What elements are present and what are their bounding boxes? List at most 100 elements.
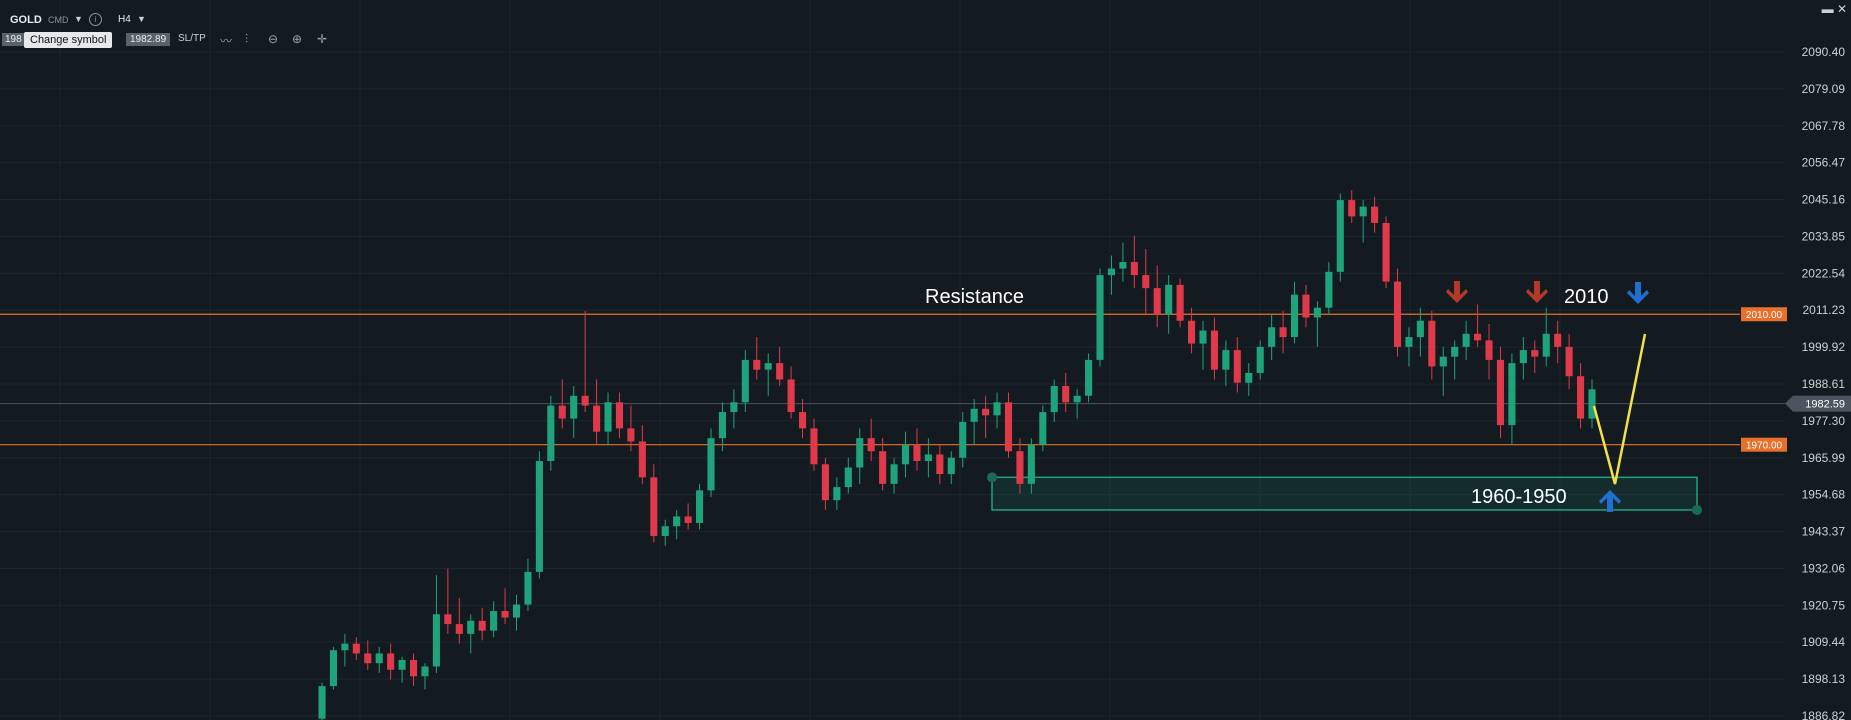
candle-body [421, 666, 429, 677]
down-arrow-icon [1526, 281, 1548, 303]
zone-handle [1692, 504, 1702, 515]
candle-body [1508, 363, 1516, 426]
y-tick-label: 2090.40 [1802, 45, 1846, 59]
candle-body [1348, 200, 1356, 217]
candle-body [1176, 284, 1184, 321]
candle-body [501, 611, 509, 618]
candle-body [1119, 262, 1127, 269]
candle-body [398, 659, 406, 670]
candle-body [1268, 327, 1276, 347]
candle-body [867, 438, 875, 452]
crosshair-icon[interactable]: ✛ [317, 32, 328, 46]
candle-body [570, 395, 578, 419]
candle-body [1279, 327, 1287, 338]
level-badge [1741, 437, 1787, 452]
candle-body [741, 359, 749, 403]
y-tick-label: 2022.54 [1802, 266, 1846, 280]
candle-body [524, 571, 532, 605]
candle-body [1290, 294, 1299, 338]
candle-body [890, 464, 898, 484]
candle-body [1107, 268, 1116, 276]
annotations: Resistance 2010 1960-1950 [925, 281, 1649, 512]
candle-body [947, 457, 955, 475]
candle-body [1199, 330, 1207, 344]
candle-body [1165, 284, 1173, 315]
candle-body [1519, 350, 1527, 364]
line-chart-icon[interactable]: 〰 [220, 34, 233, 48]
candle-body [982, 408, 990, 416]
candle-body [810, 428, 818, 465]
candle-body [1050, 385, 1058, 413]
candle-body [387, 653, 395, 670]
y-tick-label: 1954.68 [1802, 488, 1846, 502]
support-zone [987, 472, 1702, 515]
horizontal-levels: 2010.00 1970.00 1982.59 [0, 307, 1851, 452]
candle-body [512, 604, 521, 618]
candle-body [558, 405, 566, 419]
candle-body [1439, 356, 1447, 367]
timeframe-select[interactable]: H4 [118, 14, 131, 25]
candle-body [879, 451, 887, 484]
candle-body [1451, 346, 1459, 357]
y-tick-label: 2079.09 [1802, 82, 1846, 96]
chevron-down-icon[interactable]: ▼ [137, 14, 146, 24]
candle-body [1382, 222, 1390, 282]
candle-body [970, 408, 978, 422]
y-tick-label: 1920.75 [1802, 598, 1846, 612]
candle-body [856, 438, 864, 468]
zoom-out-icon[interactable]: ⊖ [268, 32, 279, 46]
candle-body [1588, 389, 1596, 419]
chevron-down-icon[interactable]: ▼ [74, 14, 83, 24]
candle-body [535, 461, 543, 572]
candles [318, 190, 1596, 720]
candle-body [650, 477, 658, 537]
candle-body [707, 438, 715, 491]
candle-body [1073, 395, 1081, 403]
info-icon[interactable]: i [89, 13, 102, 26]
candle-body [913, 444, 921, 462]
zone-label: 1960-1950 [1471, 486, 1567, 508]
candle-body [936, 454, 944, 475]
candle-body [1554, 333, 1562, 347]
y-tick-label: 1909.44 [1802, 635, 1846, 649]
candle-body [833, 487, 841, 501]
candle-body [467, 620, 475, 634]
candle-body [1313, 307, 1321, 318]
up-arrow-icon [1599, 490, 1621, 512]
candle-body [696, 490, 704, 523]
level-label: 2010.00 [1746, 310, 1783, 321]
candle-body [924, 454, 932, 462]
candle-body [1371, 206, 1379, 223]
symbol-name[interactable]: GOLD [10, 14, 42, 26]
candle-body [444, 614, 452, 625]
candle-body [1474, 333, 1482, 341]
sltp-button[interactable]: SL/TP [178, 33, 206, 44]
y-tick-label: 1898.13 [1802, 672, 1846, 686]
candle-body [673, 516, 681, 527]
y-tick-label: 1977.30 [1802, 414, 1846, 428]
window-controls[interactable]: ▬ ✕ [1821, 2, 1847, 16]
level-label: 1970.00 [1746, 441, 1783, 452]
candle-body [1142, 275, 1150, 289]
y-tick-label: 1988.61 [1802, 377, 1846, 391]
candle-body [787, 379, 795, 413]
zoom-in-icon[interactable]: ⊕ [292, 32, 303, 46]
projection-path [1592, 333, 1647, 485]
candle-body [1416, 320, 1424, 338]
candle-body [329, 650, 337, 687]
y-tick-label: 1965.99 [1802, 451, 1846, 465]
candle-body [1336, 200, 1344, 272]
ask-price-button[interactable]: 1982.89 [126, 33, 171, 46]
candle-body [661, 526, 669, 537]
candle-body [1153, 288, 1161, 315]
candle-body [490, 611, 498, 631]
candle-body [1531, 350, 1539, 357]
indicators-icon[interactable]: ⫶ [245, 32, 249, 46]
candle-body [455, 624, 463, 634]
bid-price-button[interactable]: 198 [2, 33, 25, 46]
candle-body [432, 614, 440, 667]
candle-body [547, 405, 555, 462]
candle-body [1405, 337, 1413, 347]
down-arrow-icon [1627, 282, 1649, 304]
